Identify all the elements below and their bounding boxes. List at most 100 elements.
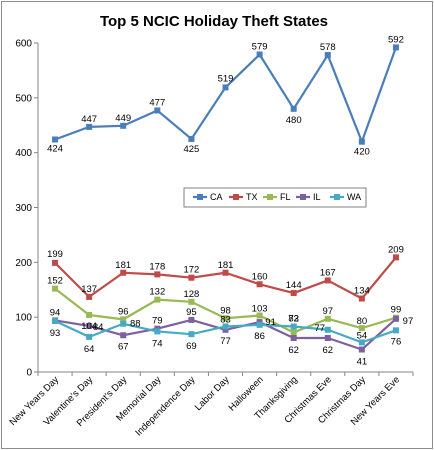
data-point-wa xyxy=(52,318,59,325)
data-label: 449 xyxy=(115,113,131,124)
data-point-ca xyxy=(52,136,59,143)
data-point-wa xyxy=(86,333,93,340)
data-label: 477 xyxy=(149,97,165,108)
data-point-fl xyxy=(256,312,263,319)
data-point-tx xyxy=(358,295,365,302)
data-label: 132 xyxy=(149,287,165,298)
data-label: 578 xyxy=(320,42,336,53)
data-label: 104 xyxy=(81,321,97,332)
data-point-ca xyxy=(324,52,331,59)
data-label: 67 xyxy=(118,341,129,352)
data-label: 77 xyxy=(314,323,325,334)
data-point-ca xyxy=(154,107,161,114)
legend-marker-il xyxy=(300,194,306,200)
data-label: 62 xyxy=(288,345,299,356)
data-point-tx xyxy=(52,259,59,266)
data-label: 592 xyxy=(388,34,404,45)
data-point-wa xyxy=(358,339,365,346)
data-point-tx xyxy=(256,281,263,288)
data-point-tx xyxy=(188,274,195,281)
legend-marker-tx xyxy=(233,194,239,200)
data-label: 134 xyxy=(354,286,370,297)
y-tick-label: 600 xyxy=(15,39,32,50)
data-point-tx xyxy=(154,271,161,278)
data-point-ca xyxy=(222,84,229,91)
data-point-ca xyxy=(392,44,399,51)
data-point-il xyxy=(324,335,331,342)
data-label: 579 xyxy=(252,42,268,53)
data-point-fl xyxy=(120,316,127,323)
data-label: 98 xyxy=(220,305,231,316)
data-point-wa xyxy=(120,320,127,327)
data-label: 178 xyxy=(149,261,165,272)
y-tick-label: 300 xyxy=(15,203,32,214)
data-point-ca xyxy=(86,123,93,130)
legend-marker-fl xyxy=(267,194,273,200)
data-point-wa xyxy=(188,331,195,338)
data-label: 95 xyxy=(186,307,197,318)
data-label: 103 xyxy=(252,304,268,315)
data-label: 209 xyxy=(388,244,404,255)
y-tick-label: 400 xyxy=(15,148,32,159)
data-point-il xyxy=(222,326,229,333)
data-label: 84 xyxy=(93,322,104,333)
data-point-tx xyxy=(392,254,399,261)
data-label: 420 xyxy=(354,147,370,158)
data-label: 97 xyxy=(403,316,414,327)
data-point-tx xyxy=(222,269,229,276)
data-label: 88 xyxy=(130,319,141,330)
data-label: 99 xyxy=(391,305,402,316)
data-label: 69 xyxy=(186,341,197,352)
data-label: 86 xyxy=(254,331,265,342)
data-point-ca xyxy=(290,105,297,112)
series-markers xyxy=(52,44,399,353)
data-label: 41 xyxy=(357,357,368,368)
series-line-ca xyxy=(54,47,397,143)
data-label: 152 xyxy=(47,276,63,287)
data-point-il xyxy=(120,332,127,339)
legend-label-ca: CA xyxy=(210,192,223,202)
data-point-fl xyxy=(154,296,161,303)
data-point-wa xyxy=(154,328,161,335)
data-point-tx xyxy=(290,290,297,297)
legend: CA TX FL IL WA xyxy=(183,187,367,208)
data-point-il xyxy=(188,316,195,323)
x-tick-label: Labor Day xyxy=(193,374,232,413)
legend-marker-wa xyxy=(334,194,340,200)
data-point-tx xyxy=(120,269,127,276)
data-label: 79 xyxy=(152,316,163,327)
data-point-tx xyxy=(86,293,93,300)
x-tick-label: Independence Day xyxy=(133,374,197,438)
data-point-wa xyxy=(256,321,263,328)
data-label: 54 xyxy=(357,330,368,341)
data-label: 128 xyxy=(183,289,199,300)
data-label: 80 xyxy=(357,316,368,327)
data-point-fl xyxy=(188,298,195,305)
data-label: 519 xyxy=(218,73,234,84)
data-point-il xyxy=(358,346,365,353)
data-label: 424 xyxy=(47,144,63,155)
data-point-il xyxy=(290,335,297,342)
legend-label-fl: FL xyxy=(280,192,291,202)
data-label: 91 xyxy=(265,317,276,328)
data-label: 83 xyxy=(220,314,231,325)
data-label: 181 xyxy=(218,260,234,271)
data-label: 76 xyxy=(391,336,402,347)
y-tick-label: 100 xyxy=(15,313,32,324)
data-point-wa xyxy=(324,326,331,333)
data-point-fl xyxy=(222,315,229,322)
data-point-wa xyxy=(290,323,297,330)
data-label: 97 xyxy=(322,306,333,317)
data-label: 83 xyxy=(288,313,299,324)
legend-marker-ca xyxy=(197,194,203,200)
data-label: 137 xyxy=(81,284,97,295)
data-point-ca xyxy=(256,51,263,58)
data-point-ca xyxy=(188,135,195,142)
data-label: 181 xyxy=(115,260,131,271)
data-point-wa xyxy=(222,323,229,330)
y-axis-ticks: 0 100 200 300 400 500 600 xyxy=(15,39,38,379)
data-point-tx xyxy=(324,277,331,284)
